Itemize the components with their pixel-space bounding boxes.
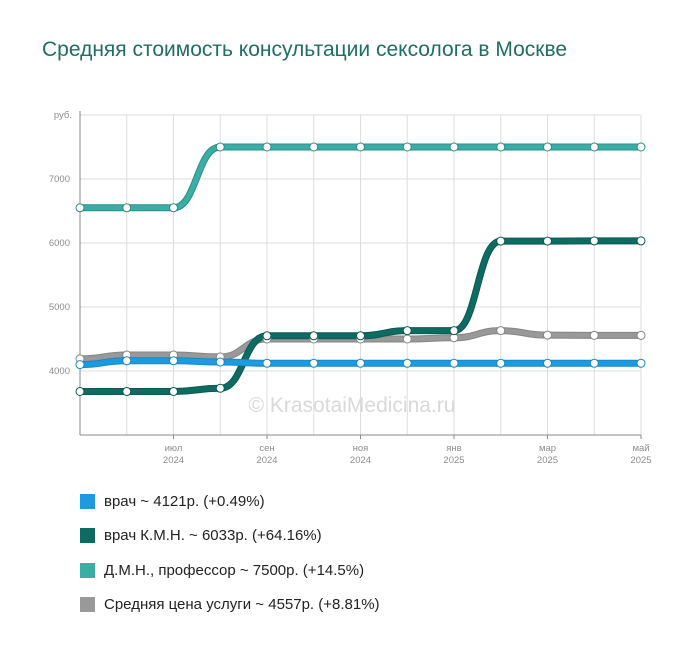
y-tick-label: 4000: [49, 366, 70, 377]
data-point: [543, 236, 552, 246]
data-point: [543, 330, 552, 340]
data-point: [309, 142, 319, 152]
data-point: [636, 358, 646, 368]
data-point: [636, 330, 646, 340]
data-point: [262, 331, 272, 341]
legend-swatch: [80, 597, 95, 613]
data-point: [309, 358, 319, 368]
legend-label: Средняя цена услуги ~ 4557р. (+8.81%): [104, 596, 380, 614]
data-point: [262, 358, 272, 368]
data-point: [75, 203, 85, 213]
x-tick-month: ноя: [353, 443, 369, 454]
x-tick-year: 2025: [630, 455, 651, 466]
y-unit-label: руб.: [54, 110, 72, 121]
data-point: [449, 142, 459, 152]
data-point: [496, 236, 506, 246]
chart-legend: врач ~ 4121р. (+0.49%) врач К.М.Н. ~ 6033…: [80, 484, 380, 622]
data-point: [169, 203, 178, 213]
legend-swatch: [80, 528, 95, 544]
legend-item: врач ~ 4121р. (+0.49%): [80, 484, 380, 519]
data-point: [496, 326, 506, 336]
data-point: [356, 142, 365, 152]
x-tick-month: май: [632, 443, 649, 454]
legend-item: Средняя цена услуги ~ 4557р. (+8.81%): [80, 588, 380, 623]
x-tick-month: мар: [539, 443, 556, 454]
data-point: [589, 236, 599, 246]
data-point: [589, 330, 599, 340]
x-tick-year: 2025: [443, 455, 464, 466]
data-point: [169, 386, 178, 396]
data-point: [356, 358, 365, 368]
data-point: [402, 334, 412, 344]
y-tick-label: 6000: [49, 238, 70, 249]
data-point: [356, 331, 365, 341]
data-point: [169, 356, 178, 366]
data-point: [215, 142, 225, 152]
data-point: [496, 142, 506, 152]
data-point: [543, 142, 552, 152]
data-point: [402, 358, 412, 368]
data-point: [589, 142, 599, 152]
watermark: © KrasotaiMedicina.ru: [249, 394, 456, 417]
legend-item: врач К.М.Н. ~ 6033р. (+64.16%): [80, 519, 380, 554]
data-point: [636, 236, 646, 246]
data-point: [402, 142, 412, 152]
data-point: [122, 386, 132, 396]
data-point: [262, 142, 272, 152]
x-tick-month: июл: [165, 443, 183, 454]
data-point: [589, 358, 599, 368]
data-point: [543, 358, 552, 368]
data-point: [449, 326, 459, 336]
data-point: [496, 358, 506, 368]
y-tick-label: 7000: [49, 174, 70, 185]
data-point: [215, 383, 225, 393]
x-tick-year: 2024: [163, 455, 184, 466]
legend-label: врач К.М.Н. ~ 6033р. (+64.16%): [104, 527, 322, 545]
data-point: [636, 142, 646, 152]
data-point: [122, 356, 132, 366]
legend-item: Д.М.Н., профессор ~ 7500р. (+14.5%): [80, 553, 380, 588]
x-tick-year: 2024: [256, 455, 277, 466]
data-point: [75, 386, 85, 396]
data-point: [309, 331, 319, 341]
x-tick-month: сен: [259, 443, 274, 454]
legend-swatch: [80, 493, 95, 509]
legend-label: Д.М.Н., профессор ~ 7500р. (+14.5%): [104, 561, 365, 579]
y-tick-label: 5000: [49, 302, 70, 313]
legend-swatch: [80, 562, 95, 578]
data-point: [449, 358, 459, 368]
data-point: [402, 326, 412, 336]
x-tick-year: 2025: [537, 455, 558, 466]
data-point: [215, 357, 225, 367]
legend-label: врач ~ 4121р. (+0.49%): [104, 492, 265, 510]
x-tick-month: янв: [446, 443, 461, 454]
data-point: [75, 360, 85, 370]
x-tick-year: 2024: [350, 455, 371, 466]
data-point: [122, 203, 132, 213]
chart-title: Средняя стоимость консультации сексолога…: [42, 38, 568, 61]
